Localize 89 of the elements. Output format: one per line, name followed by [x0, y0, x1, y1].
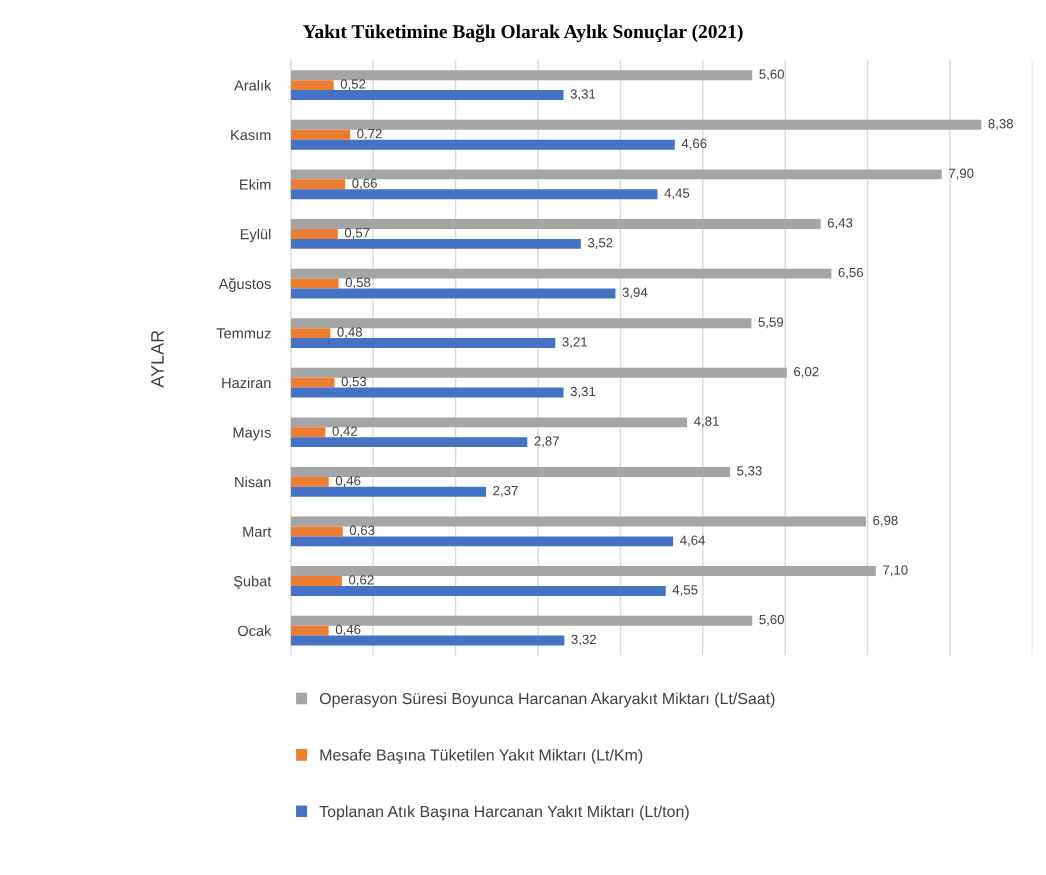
bar: [290, 228, 338, 239]
data-label: 5,33: [737, 466, 762, 478]
bar: [290, 338, 556, 348]
y-tick-label: Ocak: [238, 625, 272, 637]
data-label: 3,21: [562, 337, 587, 349]
data-label: 6,98: [873, 515, 898, 527]
y-tick-label: Mart: [243, 526, 272, 537]
bar: [290, 635, 565, 646]
bar: [290, 70, 753, 81]
bar: [290, 486, 487, 497]
data-label: 3,31: [570, 89, 596, 101]
y-tick-label: Şubat: [233, 575, 272, 590]
bar: [290, 268, 832, 279]
bar: [290, 139, 675, 150]
data-label: 4,64: [680, 535, 706, 547]
legend-label: Operasyon Süresi Boyunca Harcanan Akaryakıt Miktarı (Lt/Saat): [319, 692, 775, 708]
bar: [290, 169, 942, 180]
bar: [290, 367, 787, 378]
legend-label: Mesafe Başına Tüketilen Yakıt Miktarı (Lt/Km): [320, 748, 643, 764]
data-label: 4,81: [694, 416, 719, 428]
data-label: 3,31: [570, 386, 596, 398]
chart-title: Yakıt Tüketimine Bağlı Olarak Aylık Sonuçlar (2021): [302, 24, 743, 43]
bar: [290, 80, 334, 91]
y-tick-label: Mayıs: [233, 427, 271, 441]
y-tick-label: Eylül: [240, 228, 271, 243]
bar: [290, 437, 528, 448]
data-label: 4,45: [664, 188, 690, 200]
data-label: 2,37: [493, 485, 518, 497]
bar: [290, 129, 351, 140]
bar: [290, 466, 730, 477]
data-label: 0,58: [345, 277, 371, 289]
y-tick-label: Haziran: [222, 377, 271, 389]
y-tick-label: Nisan: [235, 476, 271, 488]
bar: [290, 119, 982, 130]
data-label: 0,63: [349, 525, 375, 537]
bar: [290, 427, 326, 438]
bar: [290, 585, 666, 596]
bar: [290, 566, 876, 577]
bar: [290, 526, 343, 537]
bar: [290, 377, 335, 388]
data-label: 7,10: [883, 565, 908, 577]
data-label: 0,48: [337, 327, 363, 339]
bar: [290, 288, 616, 299]
data-label: 0,72: [357, 128, 382, 140]
data-label: 0,46: [335, 476, 361, 487]
data-label: 5,60: [759, 69, 784, 81]
data-label: 8,38: [988, 119, 1014, 130]
data-label: 0,57: [344, 228, 370, 240]
data-label: 6,43: [827, 218, 853, 230]
data-label: 0,62: [348, 575, 374, 587]
bar: [290, 90, 564, 101]
data-label: 0,46: [335, 624, 361, 636]
data-label: 3,52: [587, 238, 613, 249]
data-label: 5,59: [758, 317, 784, 329]
data-label: 6,02: [794, 366, 819, 378]
data-label: 0,53: [341, 376, 367, 388]
bar: [290, 387, 564, 398]
y-tick-label: Kasım: [231, 130, 271, 141]
bar: [290, 219, 821, 229]
y-axis-title: AYLAR: [151, 330, 164, 388]
data-label: 5,60: [759, 614, 784, 626]
bar: [290, 516, 866, 527]
bar: [290, 238, 581, 249]
y-tick-label: Ekim: [240, 179, 271, 190]
data-label: 2,87: [534, 436, 559, 448]
data-label: 3,94: [622, 287, 648, 299]
data-label: 0,52: [340, 79, 366, 91]
bar: [290, 189, 658, 200]
bar: [290, 476, 329, 487]
bar: [290, 318, 752, 329]
bar: [290, 536, 674, 547]
data-label: 0,42: [332, 426, 358, 438]
bar: [290, 417, 688, 428]
y-tick-label: Temmuz: [216, 328, 271, 339]
data-label: 3,32: [571, 634, 596, 646]
data-label: 7,90: [949, 168, 974, 180]
bar: [290, 576, 342, 586]
bar: [290, 615, 753, 626]
y-tick-label: Ağustos: [218, 278, 271, 292]
data-label: 4,66: [681, 138, 707, 150]
bar: [290, 328, 331, 339]
bar: [290, 278, 339, 289]
data-label: 6,56: [838, 267, 864, 279]
data-label: 4,55: [672, 585, 698, 597]
bar: [290, 625, 329, 636]
bar: [290, 179, 346, 190]
data-label: 0,66: [352, 178, 377, 190]
legend-label: Toplanan Atık Başına Harcanan Yakıt Miktarı (Lt/ton): [319, 805, 689, 821]
y-tick-label: Aralık: [234, 79, 272, 91]
